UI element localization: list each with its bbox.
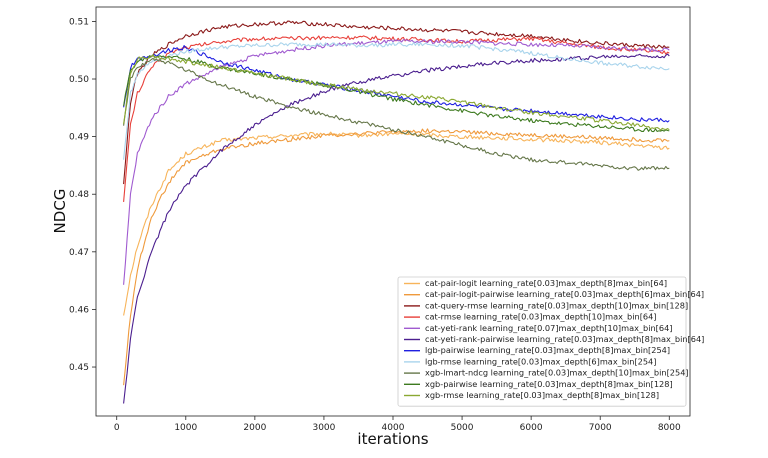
legend-entry: lgb-pairwise learning_rate[0.03]max_dept… xyxy=(425,345,670,355)
x-tick-label: 8000 xyxy=(658,423,681,433)
series-line xyxy=(123,39,670,285)
series-line xyxy=(123,57,670,171)
legend-entry: lgb-rmse learning_rate[0.03]max_depth[6]… xyxy=(425,356,656,366)
legend-entry: xgb-rmse learning_rate[0.03]max_depth[8]… xyxy=(425,390,659,400)
y-tick-label: 0.47 xyxy=(69,248,89,258)
x-tick-label: 2000 xyxy=(243,423,266,433)
legend-entry: cat-pair-logit-pairwise learning_rate[0.… xyxy=(425,289,704,299)
y-tick-label: 0.46 xyxy=(69,305,89,315)
series-line xyxy=(123,35,670,202)
legend: cat-pair-logit learning_rate[0.03]max_de… xyxy=(397,276,704,407)
series-line xyxy=(123,45,670,123)
legend-entry: cat-rmse learning_rate[0.03]max_depth[10… xyxy=(425,312,657,322)
y-tick-label: 0.48 xyxy=(69,190,89,200)
series-line xyxy=(123,53,670,404)
y-axis-ticks: 0.45 0.46 0.47 0.48 0.49 0.50 0.51 xyxy=(69,17,96,373)
legend-entry: cat-query-rmse learning_rate[0.03]max_de… xyxy=(425,300,688,310)
x-tick-label: 4000 xyxy=(382,423,405,433)
x-tick-label: 7000 xyxy=(589,423,612,433)
x-tick-label: 0 xyxy=(114,423,120,433)
x-axis-ticks: 0 1000 2000 3000 4000 5000 6000 7000 8000 xyxy=(114,416,681,433)
series-line xyxy=(123,131,670,316)
series-layer xyxy=(123,20,670,404)
x-tick-label: 3000 xyxy=(312,423,335,433)
x-tick-label: 5000 xyxy=(451,423,474,433)
series-line xyxy=(123,128,670,386)
y-tick-label: 0.51 xyxy=(69,17,89,27)
legend-entry: xgb-lmart-ndcg learning_rate[0.03]max_de… xyxy=(425,368,689,378)
legend-entry: cat-pair-logit learning_rate[0.03]max_de… xyxy=(425,278,667,288)
legend-entry: xgb-pairwise learning_rate[0.03]max_dept… xyxy=(425,379,673,389)
y-axis-label: NDCG xyxy=(51,189,69,234)
y-tick-label: 0.50 xyxy=(69,75,89,85)
x-tick-label: 6000 xyxy=(520,423,543,433)
y-tick-label: 0.45 xyxy=(69,363,89,373)
legend-entry: cat-yeti-rank-pairwise learning_rate[0.0… xyxy=(425,334,704,344)
legend-box xyxy=(397,276,687,407)
series-line xyxy=(123,41,670,160)
series-line xyxy=(123,54,670,131)
x-axis-label: iterations xyxy=(357,430,428,448)
legend-entry: cat-yeti-rank learning_rate[0.07]max_dep… xyxy=(425,323,673,333)
x-tick-label: 1000 xyxy=(174,423,197,433)
y-tick-label: 0.49 xyxy=(69,133,89,143)
series-line xyxy=(123,20,670,185)
